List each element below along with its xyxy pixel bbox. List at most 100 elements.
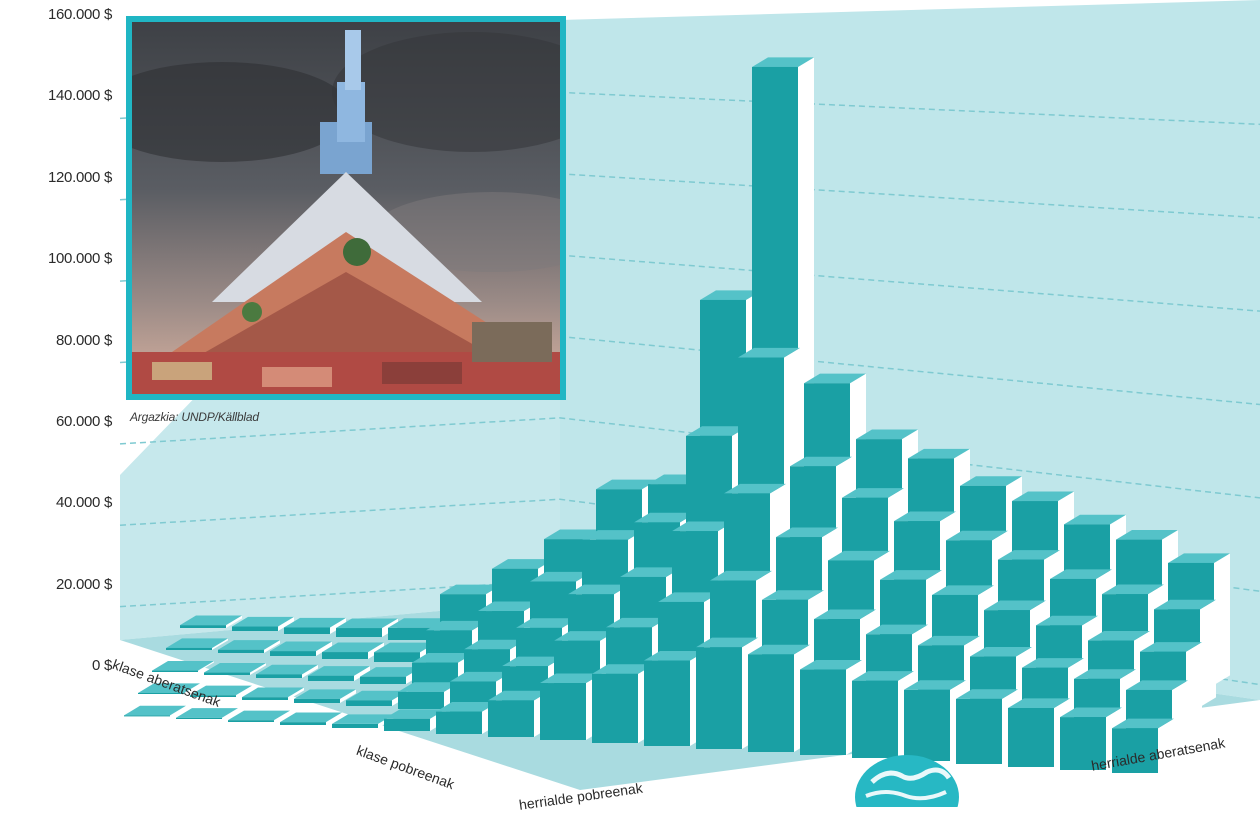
bar-front: [346, 700, 392, 706]
bar: [166, 638, 228, 650]
bar-top: [360, 667, 422, 677]
bar-side: [236, 685, 252, 697]
bar-top: [502, 656, 564, 667]
bar-top: [242, 687, 304, 698]
bar-top: [984, 600, 1046, 611]
bar-front: [956, 698, 1002, 764]
bar-side: [354, 666, 370, 681]
bar-top: [1008, 698, 1070, 709]
bar-side: [222, 708, 238, 719]
bar-side: [250, 662, 266, 675]
bar-top: [752, 57, 814, 67]
bar-front: [852, 680, 898, 758]
bar-top: [1050, 569, 1112, 579]
bar-top: [180, 615, 242, 626]
bar: [204, 662, 266, 675]
bar-side: [316, 641, 332, 656]
bar-top: [450, 671, 512, 682]
bar-side: [288, 687, 304, 700]
bar-top: [1102, 584, 1164, 595]
bar-top: [284, 617, 346, 628]
bar-top: [256, 664, 318, 675]
bar-side: [184, 683, 200, 694]
bar-front: [332, 723, 378, 728]
bar-front: [436, 711, 482, 734]
bar-side: [1200, 599, 1216, 707]
bar-top: [488, 690, 550, 701]
bar-top: [1154, 599, 1216, 610]
bar-top: [700, 290, 762, 300]
globe-icon: [852, 752, 962, 813]
bar-top: [686, 426, 748, 436]
bar-front: [190, 695, 236, 697]
bar-front: [232, 626, 278, 631]
bar-top: [932, 585, 994, 595]
y-tick-label: 0 $: [92, 657, 112, 674]
bar-top: [804, 373, 866, 384]
bar-top: [464, 639, 526, 650]
bar-top: [332, 714, 394, 724]
bar-top: [908, 448, 970, 459]
bar-front: [270, 651, 316, 656]
bar-top: [582, 530, 644, 540]
bar-top: [152, 660, 214, 671]
y-tick-label: 20.000 $: [56, 575, 112, 593]
bar-front: [1112, 728, 1158, 773]
bar-top: [842, 488, 904, 498]
bar-top: [176, 708, 238, 718]
bar-front: [228, 720, 274, 722]
bar-top: [530, 571, 592, 582]
bar-front: [322, 652, 368, 659]
bar-top: [762, 590, 824, 600]
bar-front: [280, 722, 326, 725]
bar-top: [398, 682, 460, 692]
bar-top: [658, 592, 720, 602]
bar-top: [1064, 514, 1126, 525]
bar-top: [738, 347, 800, 358]
bar-top: [516, 618, 578, 628]
bar-top: [880, 570, 942, 580]
bar-top: [124, 705, 186, 716]
bar: [218, 640, 280, 653]
bar-side: [226, 615, 242, 628]
bar-top: [336, 618, 398, 629]
bar-front: [488, 700, 534, 737]
bar-side: [198, 660, 214, 672]
bar-top: [956, 689, 1018, 699]
bar-top: [492, 559, 554, 569]
bar: [280, 712, 342, 725]
bar: [284, 617, 346, 634]
bar-top: [138, 683, 200, 693]
bar-top: [856, 429, 918, 440]
bar-top: [592, 664, 654, 674]
bar: [322, 642, 384, 659]
bar-front: [540, 683, 586, 740]
bar-top: [776, 527, 838, 538]
bar-side: [1158, 718, 1174, 773]
bar-top: [866, 624, 928, 635]
bar-front: [1060, 717, 1106, 770]
y-tick-label: 80.000 $: [56, 331, 112, 349]
bar-top: [478, 601, 540, 612]
bar-front: [284, 627, 330, 634]
bar-front: [218, 649, 264, 653]
bar-front: [308, 675, 354, 681]
bar-side: [212, 638, 228, 650]
bar-front: [152, 670, 198, 672]
bar-side: [274, 710, 290, 722]
bar-front: [256, 674, 302, 678]
bar-side: [1186, 642, 1202, 729]
bar: [308, 666, 370, 681]
bar-top: [1140, 642, 1202, 652]
bar-top: [166, 638, 228, 648]
bar-front: [124, 715, 170, 717]
bar-top: [440, 584, 502, 595]
bar-top: [596, 479, 658, 490]
gridline: [119, 417, 1260, 499]
bar-top: [814, 609, 876, 620]
bar-top: [190, 685, 252, 696]
bar-top: [710, 570, 772, 581]
y-tick-label: 120.000 $: [47, 168, 112, 186]
bar-top: [852, 671, 914, 681]
